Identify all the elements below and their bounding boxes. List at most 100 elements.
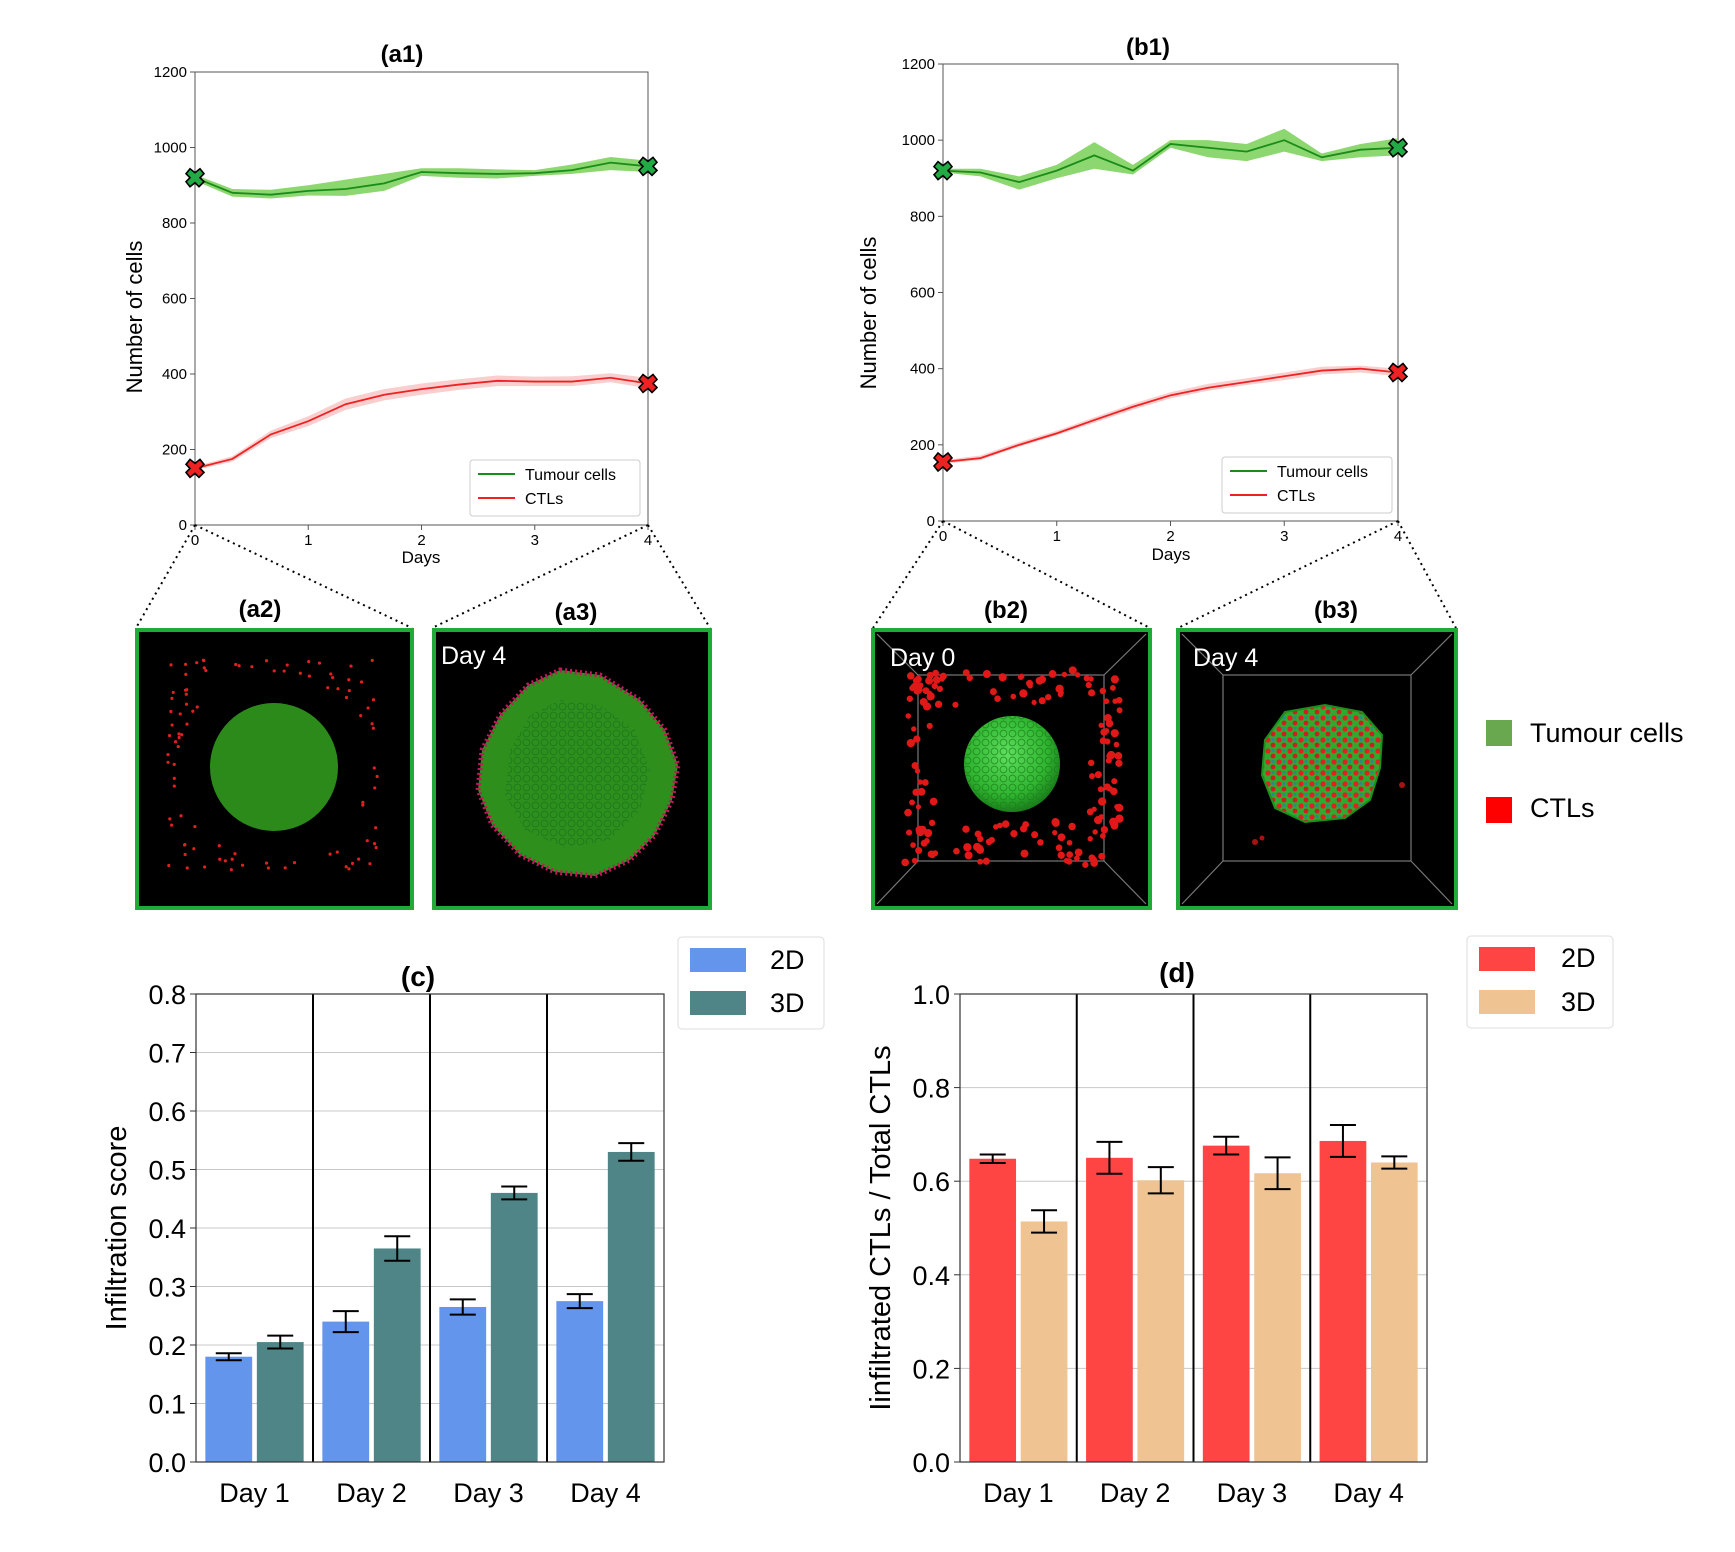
b2-ctl-dot: [910, 842, 916, 848]
b2-ctl-dot: [977, 835, 984, 843]
b2-ctl-dot: [1099, 833, 1106, 839]
a2-ctl-dot: [285, 663, 289, 667]
b2-ctl-dot: [1116, 707, 1123, 714]
d-legend: 2D 3D: [1466, 935, 1614, 1029]
b2-ctl-dot: [953, 847, 960, 855]
chart-d-ytick-label: 0.8: [912, 1074, 950, 1104]
a2-ctl-dot: [178, 712, 182, 716]
side-legend-tumour-swatch: [1486, 720, 1512, 746]
b2-ctl-dot: [1103, 783, 1111, 791]
chart-a1: (a1) 0 200 400 600 800 1000 1200 0 1 2 3 4 Days Num…: [122, 41, 659, 567]
chart-c-ytick-label: 0.4: [148, 1214, 186, 1244]
chart-b1-xtick-label: 0: [939, 528, 947, 545]
chart-c-category-label: Day 2: [336, 1478, 407, 1508]
b2-ctl-dot: [1103, 698, 1110, 705]
b2-ctl-dot: [1112, 698, 1118, 704]
b2-ctl-dot: [901, 858, 910, 867]
chart-c-ytick-label: 0.1: [148, 1390, 186, 1420]
chart-a1-ytick-label: 800: [162, 215, 187, 232]
b2-ctl-dot: [966, 674, 973, 682]
b2-ctl-dot: [1057, 851, 1065, 859]
chart-c-bar-2D-3: [556, 1301, 604, 1462]
a1-ylabel: Number of cells: [122, 241, 147, 394]
snapshot-a3: (a3) Day 4: [432, 599, 712, 910]
b2-ctl-dot: [1115, 803, 1124, 812]
chart-c-ytick-label: 0.5: [148, 1156, 186, 1186]
a2-ctl-dot: [335, 850, 339, 854]
b2-ctl-dot: [1086, 808, 1094, 816]
b2-ctl-dot: [1025, 679, 1034, 687]
a2-ctl-dot: [361, 800, 365, 804]
side-legend-ctl-swatch: [1486, 797, 1512, 823]
b2-ctl-dot: [1110, 729, 1119, 738]
b2-ctl-dot: [904, 808, 912, 817]
b2-ctl-dot: [1085, 681, 1092, 689]
a2-ctl-dot: [359, 680, 364, 684]
chart-c-category-label: Day 4: [570, 1478, 641, 1508]
a1-legend-ctl: CTLs: [525, 491, 563, 508]
a2-ctl-dot: [184, 672, 188, 676]
b2-ctl-dot: [974, 830, 982, 838]
zoom-connectors: [135, 520, 1457, 629]
b2-ctl-dot: [917, 779, 923, 785]
b2-ctl-dot: [905, 713, 912, 719]
a2-tumour: [210, 703, 338, 831]
a2-ctl-dot: [266, 866, 270, 870]
chart-c-bar-2D-2: [439, 1306, 487, 1462]
chart-a1-ytick-label: 400: [162, 366, 187, 383]
b2-ctl-dot: [1097, 786, 1104, 793]
a2-ctl-dot: [223, 859, 227, 863]
b2-ctl-dot: [1052, 829, 1058, 836]
chart-a1-band-1: [195, 373, 648, 471]
b2-ctl-dot: [989, 688, 997, 696]
chart-c-ytick-label: 0.2: [148, 1331, 186, 1361]
a2-ctl-dot: [169, 663, 173, 667]
chart-b1-band-0: [943, 128, 1398, 190]
a2-ctl-dot: [298, 671, 302, 675]
b2-ctl-dot: [931, 682, 938, 690]
b2-ctl-dot: [1020, 849, 1029, 858]
b1-plot-frame: [942, 63, 1399, 522]
chart-d-category-label: Day 3: [1217, 1478, 1288, 1508]
a2-ctl-dot: [202, 659, 206, 663]
b2-ctl-dot: [912, 677, 920, 685]
b2-ctl-dot: [939, 672, 947, 680]
a2-ctl-dot: [347, 678, 351, 682]
b2-ctl-dot: [917, 787, 926, 796]
b2-ctl-dot: [932, 850, 939, 857]
b2-ctl-dot: [916, 828, 925, 837]
a2-ctl-dot: [350, 861, 355, 865]
b2-ctl-dot: [1031, 831, 1039, 839]
b1-legend-tumour: Tumour cells: [1277, 464, 1368, 481]
c-title: (c): [401, 961, 435, 992]
chart-a1-series-1: [194, 376, 649, 470]
b2-ctl-dot: [926, 690, 933, 696]
a2-ctl-dot: [177, 735, 181, 740]
a2-label: (a2): [239, 596, 282, 623]
a2-ctl-dot: [171, 690, 175, 695]
b2-ctl-dot: [1044, 693, 1052, 701]
d-legend-2d-swatch: [1479, 947, 1535, 971]
chart-c-ytick-label: 0.0: [148, 1448, 186, 1478]
chart-b1-ytick-label: 800: [910, 208, 935, 225]
b2-ctl-dot: [906, 738, 915, 748]
a2-ctl-dot: [373, 786, 377, 790]
a1-legend-tumour: Tumour cells: [525, 467, 616, 484]
chart-d-bar-3D-0: [1020, 1221, 1068, 1462]
chart-b1-xtick-label: 2: [1166, 528, 1174, 545]
b2-ctl-dot: [1090, 859, 1098, 867]
a2-ctl-dot: [307, 660, 311, 664]
a2-ctl-dot: [218, 857, 222, 861]
b2-ctl-dot: [1061, 671, 1068, 678]
b2-ctl-dot: [1031, 699, 1037, 706]
side-legend: Tumour cells CTLs: [1486, 718, 1684, 823]
b2-ctl-dot: [909, 799, 915, 806]
a2-ctl-dot: [371, 698, 376, 702]
a2-ctl-dot: [170, 696, 174, 700]
b2-ctl-dot: [1010, 830, 1018, 838]
chart-d-ytick-label: 0.2: [912, 1354, 950, 1384]
a2-ctl-dot: [179, 814, 183, 818]
b2-ctl-dot: [998, 673, 1007, 682]
chart-d: (d) 0.0 0.2 0.4 0.6 0.8 1.0 Day 1 Day 2 Day 3 Day…: [865, 935, 1614, 1508]
b2-ctl-dot: [1001, 820, 1010, 828]
